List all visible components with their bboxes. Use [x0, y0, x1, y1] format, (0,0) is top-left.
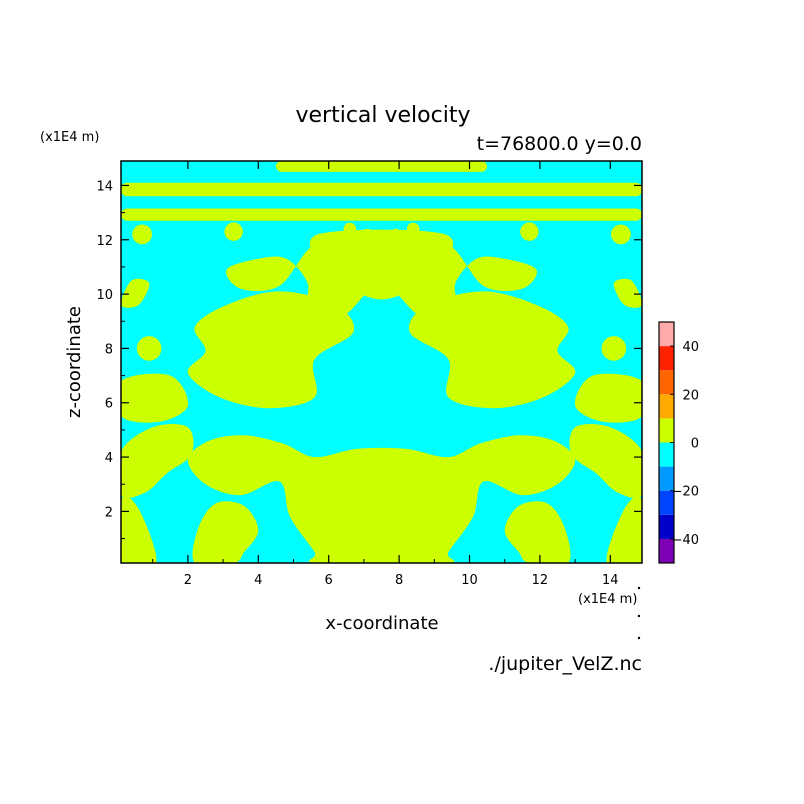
- colorbar-level-7: [659, 370, 674, 395]
- colorbar-level-4: [659, 442, 674, 467]
- level-band-1: [121, 182, 642, 197]
- colorbar-level-1: [659, 514, 674, 539]
- level-region-2: [121, 373, 189, 423]
- level-band-0: [275, 161, 488, 172]
- contour-field: [121, 161, 642, 563]
- x-tick-label-2: 2: [184, 573, 192, 588]
- y-unit-label: (x1E4 m): [40, 130, 99, 145]
- level-blob-11: [601, 336, 627, 361]
- level-blob-3: [520, 222, 539, 241]
- level-region-9: [121, 496, 157, 563]
- colorbar-level-0: [659, 538, 674, 563]
- level-blob-9: [440, 276, 450, 285]
- colorbar-level-5: [659, 418, 674, 443]
- level-region-10: [606, 496, 642, 563]
- marker-dot-1: [637, 614, 641, 618]
- x-tick-label-8: 8: [395, 573, 403, 588]
- level-region-3: [574, 373, 642, 423]
- x-unit-label: (x1E4 m): [578, 592, 637, 607]
- level-region-12: [309, 229, 454, 300]
- level-blob-10: [136, 336, 162, 361]
- level-region-1: [569, 423, 642, 499]
- colorbar-tick-label-2: 0: [691, 437, 699, 452]
- y-tick-label-12: 12: [96, 234, 113, 249]
- plot-frame: [120, 160, 643, 564]
- x-axis-label: x-coordinate: [325, 613, 438, 634]
- y-tick-label-8: 8: [105, 342, 113, 357]
- level-band-2: [121, 208, 642, 221]
- field-regions: [121, 161, 642, 563]
- colorbar-level-9: [659, 322, 674, 347]
- level-region-0: [121, 423, 194, 499]
- y-tick-label-10: 10: [96, 288, 113, 303]
- y-axis-label: z-coordinate: [64, 306, 85, 418]
- colorbar: 40 20 0 −20 −40: [658, 321, 699, 564]
- level-region-7: [192, 501, 259, 563]
- level-blob-8: [313, 276, 323, 285]
- marker-dot-0: [637, 586, 641, 590]
- level-blob-12: [263, 227, 289, 253]
- level-region-13: [121, 278, 150, 308]
- colorbar-level-2: [659, 490, 674, 515]
- level-blob-5: [361, 228, 374, 240]
- level-blob-0: [132, 224, 153, 245]
- y-tick-label-4: 4: [105, 451, 113, 466]
- chart-subtitle: t=76800.0 y=0.0: [477, 133, 642, 155]
- y-tick-label-6: 6: [105, 397, 113, 412]
- colorbar-tick-label-0: 40: [682, 340, 699, 355]
- level-region-6: [187, 435, 576, 563]
- colorbar-tick-label-4: −40: [672, 533, 699, 548]
- level-region-14: [613, 278, 642, 308]
- x-tick-label-4: 4: [254, 573, 262, 588]
- marker-dot-2: [637, 636, 641, 640]
- x-tick-label-12: 12: [532, 573, 549, 588]
- plot-axes: 2 4 6 8 10 12 14 2 4 6 8 10 12 14: [96, 160, 643, 588]
- colorbar-level-6: [659, 394, 674, 419]
- level-blob-1: [610, 224, 631, 245]
- y-tick-label-14: 14: [96, 179, 113, 194]
- level-blob-2: [224, 222, 243, 241]
- y-tick-label-2: 2: [105, 505, 113, 520]
- colorbar-level-3: [659, 466, 674, 491]
- x-tick-label-10: 10: [461, 573, 478, 588]
- colorbar-tick-label-3: −20: [672, 485, 699, 500]
- x-tick-label-6: 6: [325, 573, 333, 588]
- level-region-4: [187, 291, 355, 409]
- level-blob-4: [343, 222, 357, 236]
- source-file-label: ./jupiter_VelZ.nc: [488, 653, 642, 675]
- level-blob-13: [474, 227, 500, 253]
- x-tick-label-14: 14: [602, 573, 619, 588]
- chart-title: vertical velocity: [295, 103, 470, 128]
- colorbar-level-8: [659, 346, 674, 371]
- level-region-8: [504, 501, 571, 563]
- level-blob-6: [389, 228, 402, 240]
- level-blob-7: [406, 222, 420, 236]
- level-region-5: [408, 291, 576, 409]
- decorative-dots: [637, 586, 641, 640]
- colorbar-tick-label-1: 20: [682, 388, 699, 403]
